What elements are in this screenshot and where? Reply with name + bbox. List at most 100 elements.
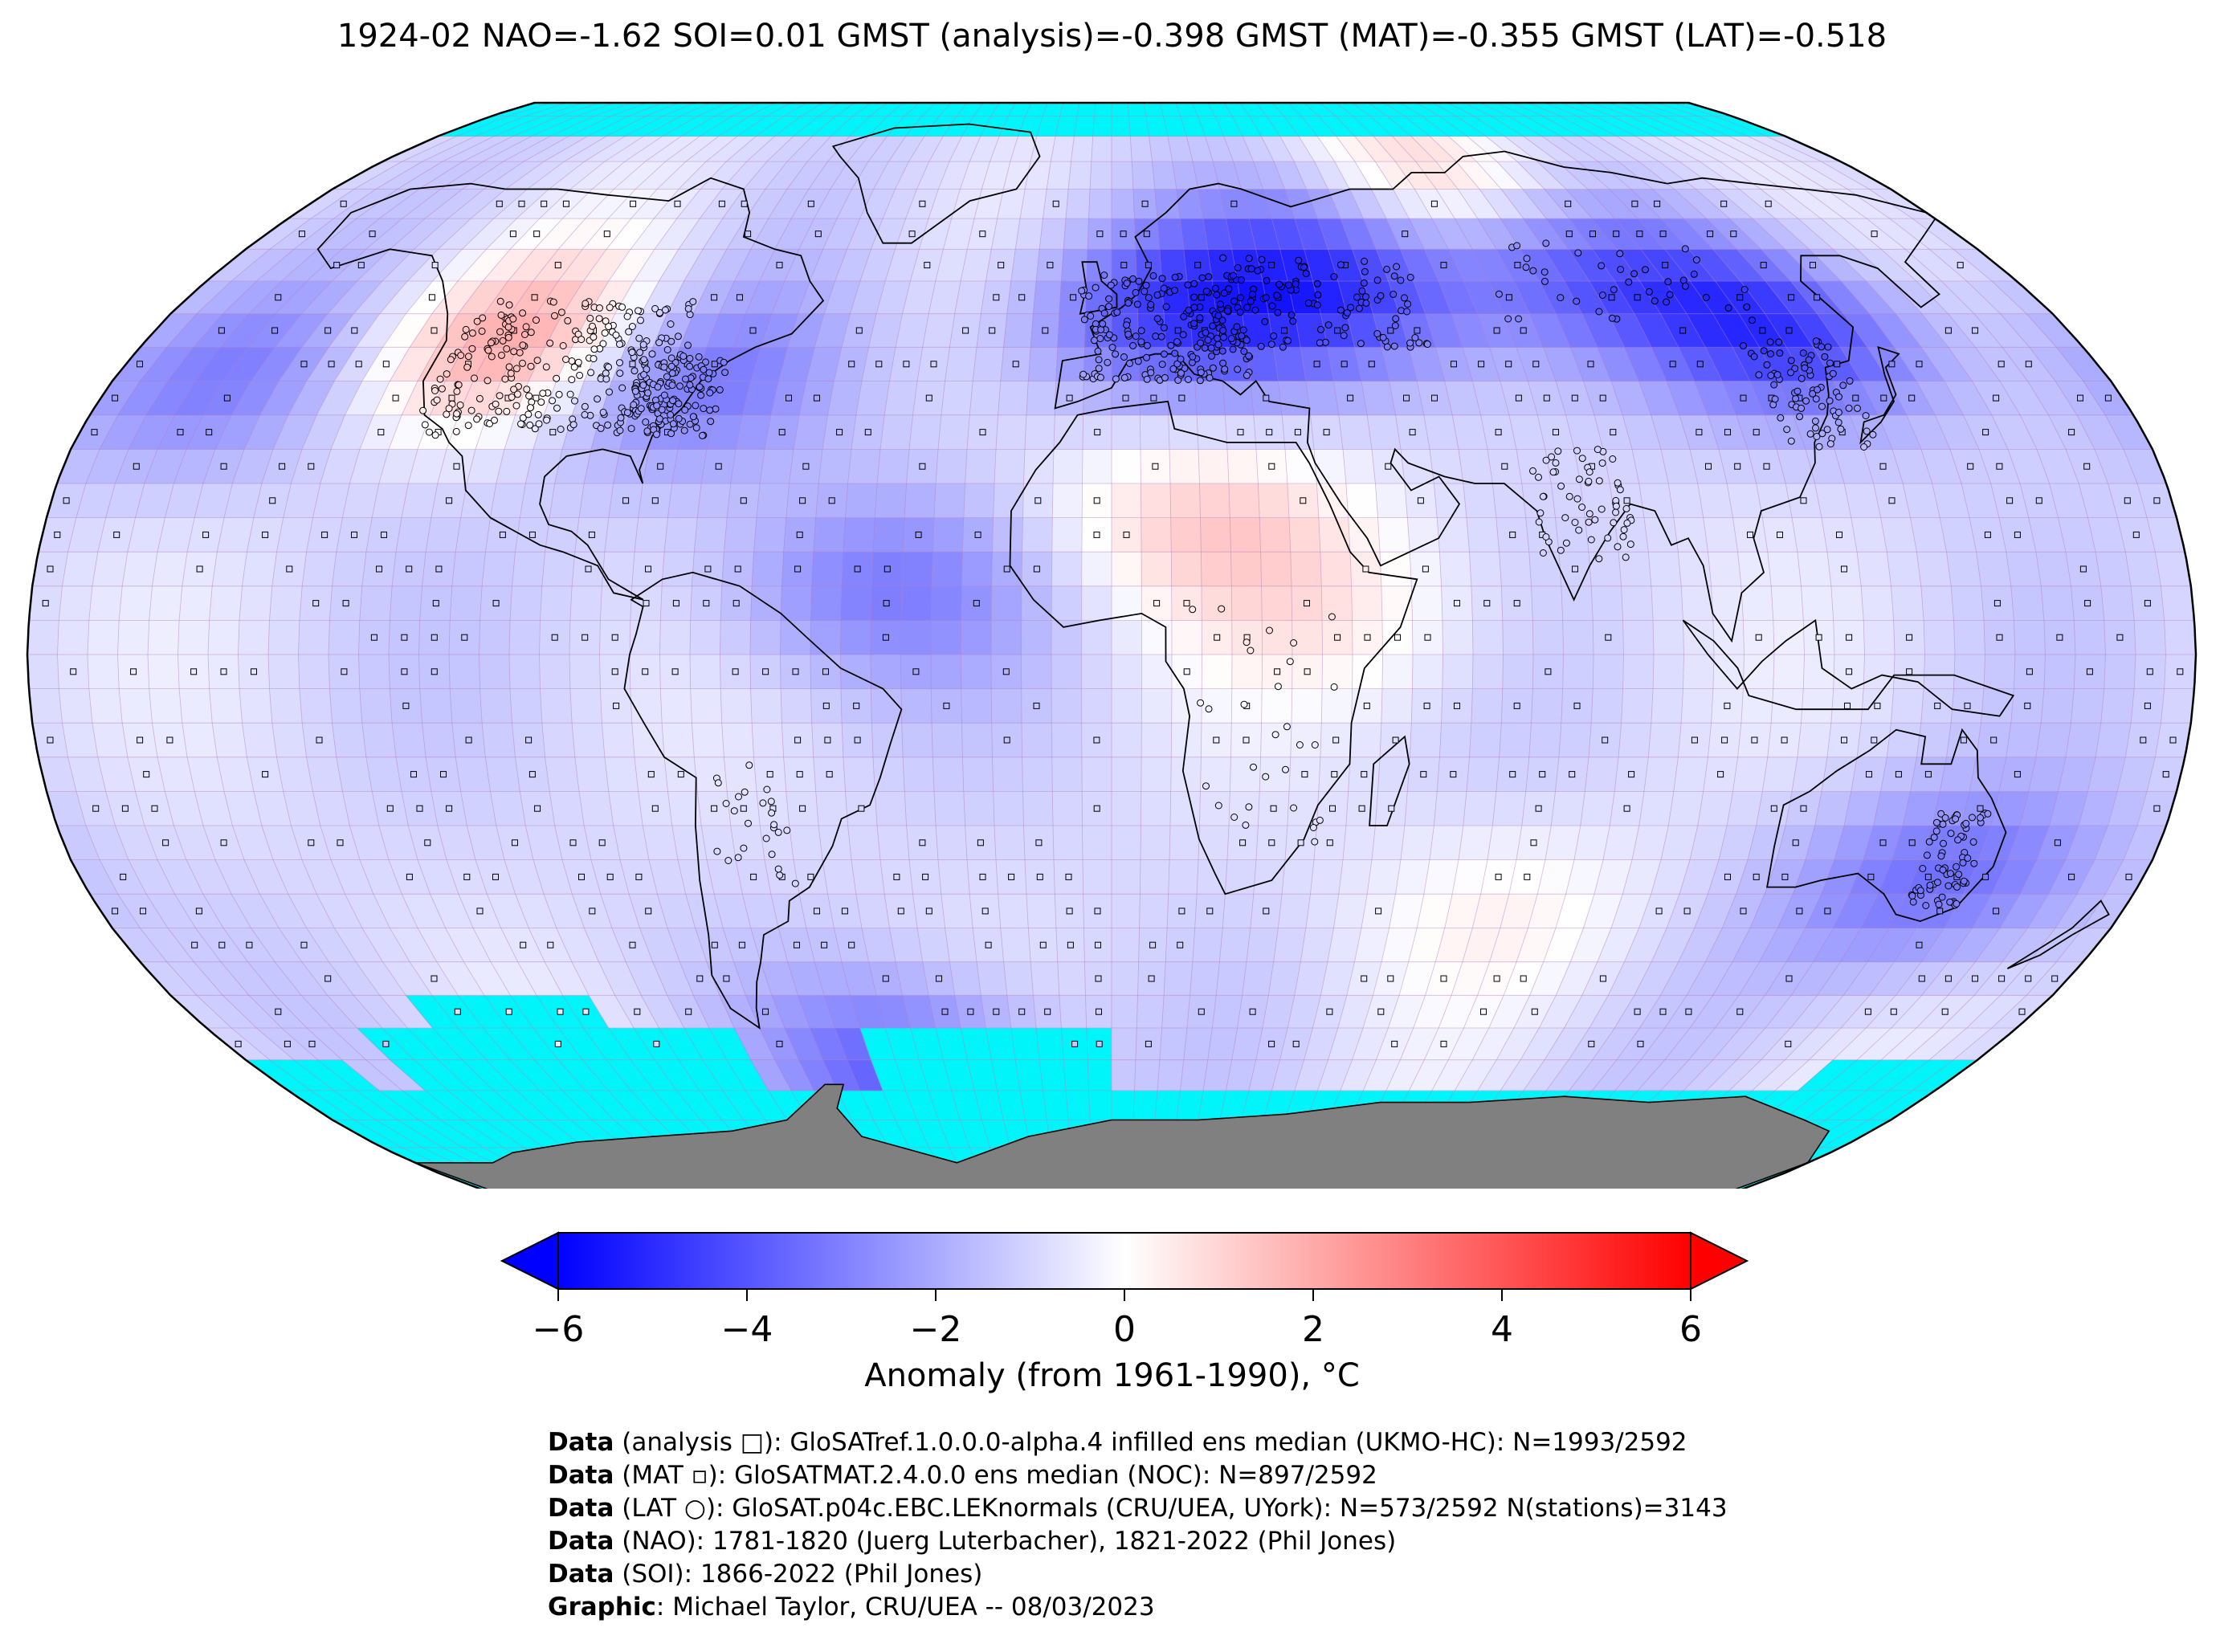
mat-marker [875, 361, 883, 368]
lat-station-marker [1799, 349, 1807, 357]
lat-station-marker [1622, 553, 1630, 561]
mat-marker [1874, 702, 1881, 709]
lat-station-marker [1766, 338, 1774, 346]
mat-marker [674, 200, 681, 207]
lat-station-marker [1190, 320, 1198, 328]
grid-cell [1531, 585, 1564, 621]
mat-marker [1334, 634, 1341, 641]
lat-station-marker [1549, 468, 1557, 476]
grid-cell [1622, 654, 1655, 689]
mat-marker [465, 736, 472, 744]
mat-marker [974, 531, 981, 538]
grid-cell [1259, 517, 1292, 553]
grid-cell [1379, 551, 1412, 587]
grid-cell [1797, 551, 1832, 587]
lat-station-marker [1105, 295, 1113, 303]
lat-station-marker [1120, 353, 1128, 361]
grid-cell [1196, 414, 1228, 450]
grid-cell [1071, 136, 1094, 162]
lat-station-marker [1541, 277, 1549, 285]
lat-station-marker [549, 397, 557, 405]
lat-station-marker [1311, 838, 1319, 846]
lat-station-marker [1230, 297, 1239, 305]
grid-cell [916, 928, 950, 962]
grid-cell [1469, 551, 1502, 587]
grid-cell [1801, 688, 1834, 724]
mat-marker [1268, 839, 1275, 846]
grid-cell [1622, 620, 1655, 655]
mat-marker [645, 565, 651, 573]
mat-marker [410, 771, 417, 778]
grid-cell [1140, 414, 1170, 450]
grid-cell [900, 688, 932, 724]
mat-marker [1867, 873, 1875, 880]
grid-cell [1652, 654, 1684, 689]
lat-station-marker [1161, 350, 1168, 358]
grid-cell [178, 620, 210, 655]
grid-cell [870, 654, 902, 689]
mat-marker [1755, 634, 1762, 641]
lat-station-marker [1124, 330, 1132, 338]
grid-cell [1061, 248, 1088, 282]
lat-station-marker [768, 850, 776, 859]
mat-marker [223, 394, 231, 402]
lat-station-marker [1598, 292, 1606, 299]
grid-cell [571, 722, 606, 758]
grid-cell [840, 620, 871, 655]
mat-marker [1759, 327, 1766, 334]
mat-marker [2018, 1008, 2026, 1015]
mat-marker [1724, 702, 1731, 709]
lat-station-marker [1595, 308, 1603, 316]
mat-marker [799, 497, 806, 504]
lat-station-marker [512, 365, 520, 373]
grid-cell [1200, 517, 1231, 553]
grid-cell [1198, 449, 1230, 484]
mat-marker [1431, 394, 1438, 402]
grid-cell [1226, 449, 1259, 484]
lat-station-marker [1209, 364, 1217, 372]
lat-station-marker [1608, 314, 1616, 322]
grid-cell [992, 757, 1023, 792]
grid-cell [242, 722, 277, 758]
grid-cell [961, 722, 993, 758]
lat-station-marker [1578, 455, 1586, 463]
grid-cell [508, 620, 541, 655]
mat-marker [1402, 230, 1409, 238]
lat-station-marker [1287, 311, 1296, 319]
lat-station-marker [1383, 265, 1391, 273]
mat-marker [1153, 600, 1161, 607]
grid-cell [147, 654, 180, 689]
mat-marker [1297, 839, 1304, 846]
lat-station-marker [1863, 427, 1871, 435]
mat-marker [1093, 531, 1100, 538]
mat-marker [2153, 497, 2161, 504]
lat-station-marker [484, 346, 492, 354]
mat-marker [1852, 394, 1859, 402]
mat-marker [454, 1008, 461, 1015]
grid-cell [931, 722, 963, 758]
grid-cell [1531, 688, 1564, 724]
lat-station-marker [1776, 349, 1784, 357]
grid-cell [1026, 381, 1057, 416]
mat-marker [1403, 394, 1410, 402]
colorbar-tick-label: −4 [720, 1309, 773, 1350]
lat-station-marker [648, 350, 656, 358]
grid-cell [1111, 688, 1142, 724]
lat-station-marker [1692, 256, 1700, 264]
mat-marker [341, 668, 348, 675]
lat-station-marker [1142, 281, 1150, 289]
lat-station-marker [1220, 333, 1227, 341]
mat-marker [382, 361, 390, 368]
lat-station-marker [623, 409, 631, 417]
lat-station-marker [1113, 308, 1121, 316]
lat-station-marker [1406, 339, 1414, 347]
mat-marker [897, 908, 904, 915]
grid-cell [1132, 1090, 1158, 1120]
mat-marker [262, 771, 269, 778]
grid-cell [1010, 248, 1040, 282]
lat-station-marker [533, 357, 541, 365]
lat-station-marker [1095, 356, 1103, 364]
lat-station-marker [692, 402, 700, 410]
grid-cell [1111, 449, 1141, 484]
mat-marker [1363, 702, 1370, 709]
